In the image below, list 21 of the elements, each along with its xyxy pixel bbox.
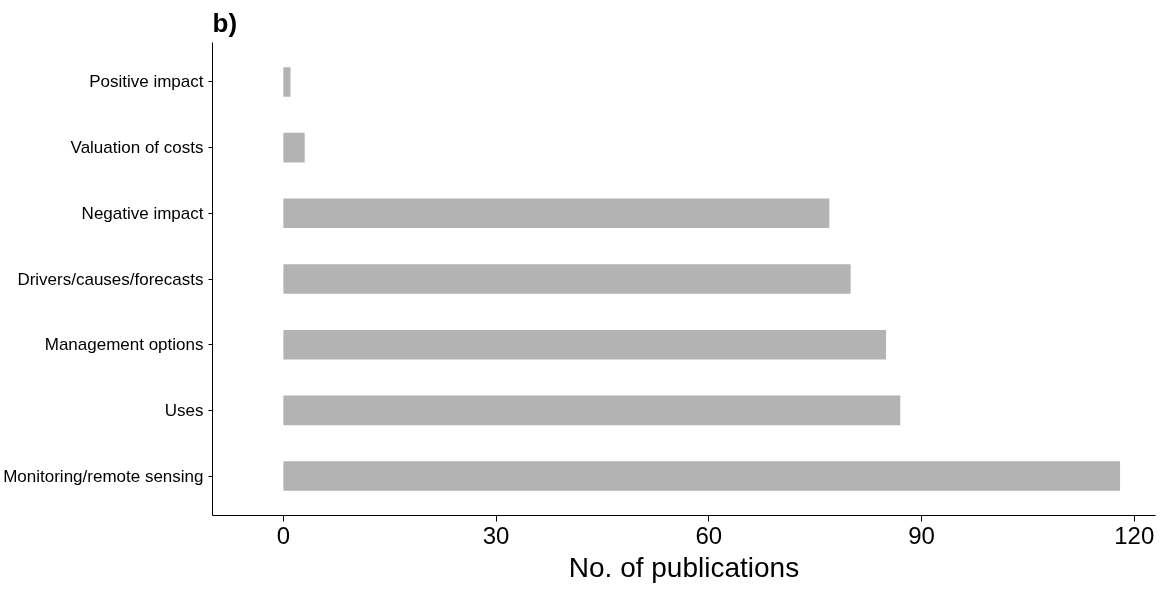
- y-tick-label: Negative impact: [81, 203, 204, 223]
- x-tick-label: 60: [695, 521, 723, 549]
- y-tick-label: Management options: [44, 335, 204, 355]
- y-tick-label: Valuation of costs: [70, 138, 204, 158]
- bar: [283, 67, 291, 97]
- bar: [283, 264, 851, 294]
- x-tick-label: 120: [1114, 521, 1155, 549]
- y-tick-label: Uses: [164, 400, 204, 420]
- y-tick-label: Drivers/causes/forecasts: [17, 269, 204, 289]
- x-axis-title: No. of publications: [568, 551, 800, 583]
- bar: [283, 132, 305, 163]
- y-tick-label: Positive impact: [89, 72, 204, 92]
- x-tick-label: 90: [908, 521, 935, 549]
- x-tick-label: 30: [482, 521, 510, 549]
- bar: [283, 329, 887, 360]
- bar: [283, 198, 830, 229]
- bar: [283, 461, 1121, 491]
- x-tick-label: 0: [276, 521, 291, 549]
- y-tick-label: Monitoring/remote sensing: [3, 466, 204, 486]
- bar: [283, 395, 901, 426]
- chart-title: b): [212, 7, 238, 38]
